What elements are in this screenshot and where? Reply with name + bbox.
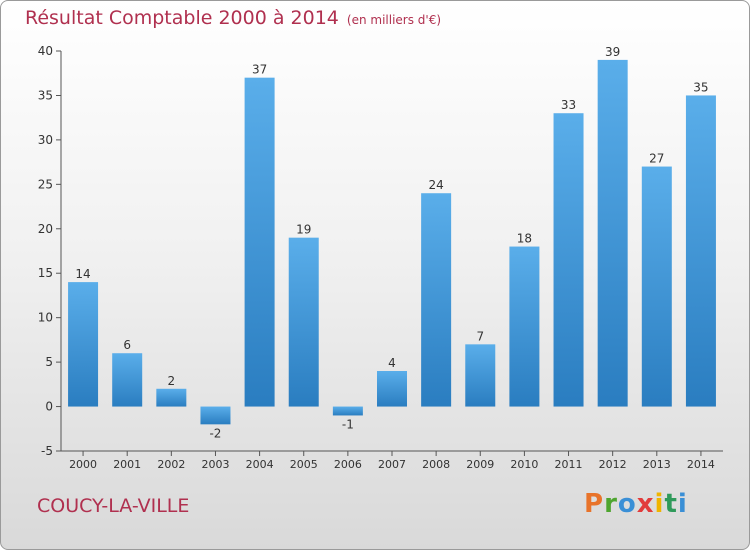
proxiti-logo: Proxiti — [584, 489, 688, 519]
x-tick-label: 2009 — [466, 458, 494, 471]
x-tick-label: 2011 — [555, 458, 583, 471]
x-tick-label: 2004 — [246, 458, 274, 471]
bar — [641, 166, 672, 407]
bar-value-label: 18 — [517, 232, 532, 246]
x-tick-label: 2001 — [113, 458, 141, 471]
bar-value-label: 7 — [476, 329, 484, 343]
bar-value-label: 14 — [75, 267, 90, 281]
bar-value-label: 33 — [561, 98, 576, 112]
chart-title-text: Résultat Comptable 2000 à 2014 — [25, 7, 339, 29]
bar-value-label: -2 — [209, 426, 221, 440]
logo-letter: x — [636, 489, 655, 519]
bar-value-label: 37 — [252, 63, 267, 77]
y-tick-label: 20 — [38, 222, 53, 236]
bar-value-label: 24 — [428, 178, 443, 192]
bar — [377, 371, 407, 407]
commune-name: COUCY-LA-VILLE — [37, 495, 190, 517]
x-tick-label: 2000 — [69, 458, 97, 471]
bar — [112, 353, 143, 407]
logo-letter: r — [604, 489, 618, 519]
logo-letter: t — [664, 489, 678, 519]
x-tick-label: 2008 — [422, 458, 450, 471]
y-tick-label: 35 — [38, 88, 53, 102]
y-tick-label: 5 — [45, 355, 53, 369]
bar — [68, 282, 99, 407]
y-tick-label: 15 — [38, 266, 53, 280]
bar — [553, 113, 584, 407]
y-tick-label: 10 — [38, 311, 53, 325]
y-tick-label: 0 — [45, 400, 53, 414]
bar — [332, 406, 363, 416]
x-tick-label: 2006 — [334, 458, 362, 471]
bar-value-label: 39 — [605, 45, 620, 59]
bar — [200, 406, 231, 425]
bar — [421, 193, 452, 407]
bar-value-label: -1 — [342, 417, 354, 431]
y-tick-label: -5 — [41, 444, 53, 458]
bar — [685, 95, 716, 407]
logo-letter: o — [617, 489, 637, 519]
bar — [597, 59, 628, 407]
bar-value-label: 27 — [649, 152, 664, 166]
bar-value-label: 4 — [388, 356, 396, 370]
bar-value-label: 35 — [693, 80, 708, 94]
bar — [465, 344, 496, 407]
chart-unit: (en milliers d'€) — [346, 13, 442, 27]
bar — [509, 246, 540, 407]
x-tick-label: 2005 — [290, 458, 318, 471]
x-tick-label: 2013 — [643, 458, 671, 471]
x-tick-label: 2010 — [510, 458, 538, 471]
x-tick-label: 2007 — [378, 458, 406, 471]
x-tick-label: 2003 — [201, 458, 229, 471]
y-tick-label: 25 — [38, 177, 53, 191]
y-tick-label: 30 — [38, 133, 53, 147]
bar-value-label: 6 — [123, 338, 131, 352]
logo-letter: i — [654, 489, 665, 519]
x-tick-label: 2014 — [687, 458, 715, 471]
logo-letter: P — [584, 489, 605, 519]
bar — [288, 237, 319, 407]
bar-value-label: 2 — [168, 374, 176, 388]
bar — [156, 388, 187, 407]
y-tick-label: 40 — [38, 44, 53, 58]
logo-letter: i — [677, 489, 688, 519]
chart-title: Résultat Comptable 2000 à 2014 (en millie… — [25, 7, 441, 29]
bar — [244, 77, 275, 407]
x-tick-label: 2012 — [599, 458, 627, 471]
x-tick-label: 2002 — [157, 458, 185, 471]
bar-value-label: 19 — [296, 223, 311, 237]
